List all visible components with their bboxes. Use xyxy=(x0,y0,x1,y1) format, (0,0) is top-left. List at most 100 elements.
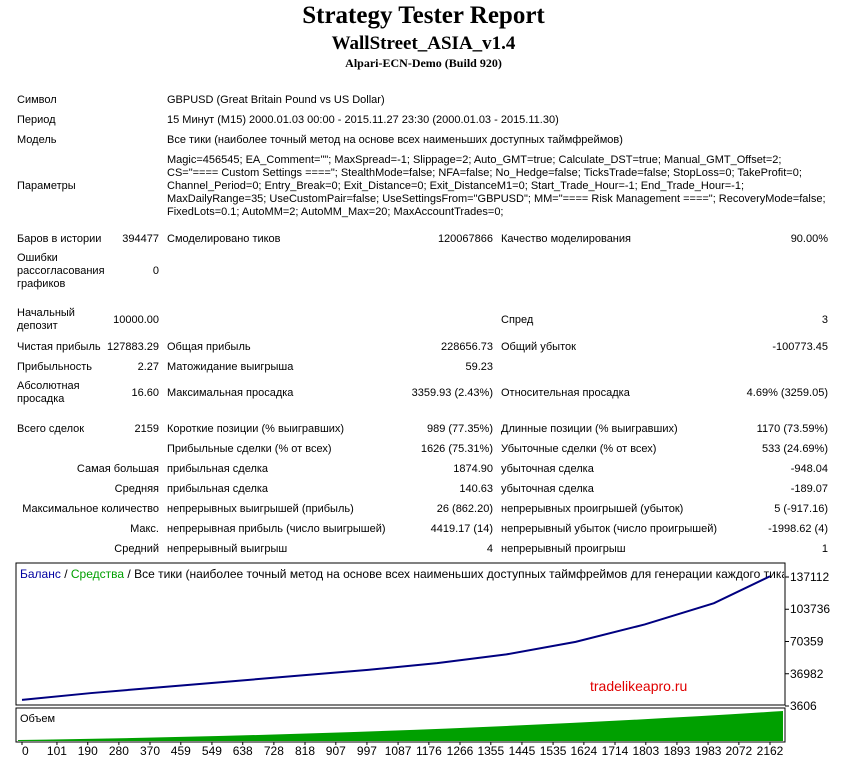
params-line: FixedLots=0.1; AutoMM=2; AutoMM_Max=20; … xyxy=(167,206,504,218)
watermark: tradelikeapro.ru xyxy=(590,678,687,694)
stats-row: Чистая прибыль 127883.29 Общая прибыль 2286… xyxy=(0,339,847,355)
stat-label: Общий убыток xyxy=(501,340,576,353)
stat-label: Спред xyxy=(501,313,534,326)
stats-row: Абсолютная просадка 16.60 Максимальная про… xyxy=(0,379,847,407)
stats-row: Средний непрерывный выигрыш 4 непрерывный п… xyxy=(0,541,847,557)
stats-row: Баров в истории 394477 Смоделировано тиков… xyxy=(0,231,847,247)
params-line: CS="==== Custom Settings ===="; StealthM… xyxy=(167,167,802,179)
info-label: Период xyxy=(17,113,56,126)
stats-row: Макс. непрерывная прибыль (число выигрыше… xyxy=(0,521,847,537)
stat-label: Максимальная просадка xyxy=(167,386,294,399)
stat-value: 120067866 xyxy=(437,232,493,245)
stat-value: 1626 (75.31%) xyxy=(420,442,493,455)
legend: Баланс / Средства / Все тики (наиболее т… xyxy=(20,567,792,581)
x-tick-label: 1535 xyxy=(540,744,567,758)
stat-label: непрерывная прибыль (число выигрышей) xyxy=(167,522,386,535)
x-tick-label: 1893 xyxy=(664,744,691,758)
x-tick-label: 728 xyxy=(264,744,284,758)
stat-value: -1998.62 (4) xyxy=(768,522,828,535)
stats-row: Максимальное количество непрерывных выигр… xyxy=(0,501,847,517)
stat-value: 26 (862.20) xyxy=(436,502,493,515)
params-line: Channel_Period=0; Entry_Break=0; Exit_Di… xyxy=(167,180,745,192)
stat-label: непрерывных проигрышей (убыток) xyxy=(501,502,684,515)
stat-value: 2.27 xyxy=(137,360,159,373)
stat-label: Абсолютная просадка xyxy=(17,380,80,405)
x-tick-label: 1176 xyxy=(416,744,442,758)
stat-value: 16.60 xyxy=(131,386,159,399)
stat-label: Начальный депозит xyxy=(17,307,75,332)
expert-name: WallStreet_ASIA_v1.4 xyxy=(331,33,516,54)
x-tick-label: 549 xyxy=(202,744,222,758)
params-line: Magic=456545; EA_Comment=""; MaxSpread=-… xyxy=(167,154,782,166)
x-tick-label: 1803 xyxy=(632,744,659,758)
params-label: Параметры xyxy=(17,179,76,192)
volume-label: Объем xyxy=(20,713,55,725)
stat-label: непрерывный убыток (число проигрышей) xyxy=(501,522,718,535)
x-tick-label: 101 xyxy=(47,744,67,758)
stat-label: убыточная сделка xyxy=(501,482,594,495)
stat-label: Общая прибыль xyxy=(167,340,251,353)
x-tick-label: 280 xyxy=(109,744,129,758)
stat-value: 989 (77.35%) xyxy=(426,422,493,435)
y-tick-label: 103736 xyxy=(790,602,830,616)
info-value: Все тики (наиболее точный метод на основ… xyxy=(167,133,623,146)
stat-value: 3 xyxy=(821,313,828,326)
stat-label: непрерывный проигрыш xyxy=(501,542,626,555)
x-tick-label: 1983 xyxy=(695,744,722,758)
info-label: Символ xyxy=(17,93,57,106)
params-line: MaxDailyRange=35; UseCustomPair=false; U… xyxy=(167,193,826,205)
stat-label: Матожидание выигрыша xyxy=(167,360,294,373)
stat-value: 1874.90 xyxy=(453,462,493,475)
stat-label: Макс. xyxy=(130,522,159,535)
stat-value: 1 xyxy=(821,542,828,555)
x-tick-label: 459 xyxy=(171,744,191,758)
stat-value: 3359.93 (2.43%) xyxy=(411,386,493,399)
stat-value: 90.00% xyxy=(790,232,828,245)
x-tick-label: 2072 xyxy=(726,744,753,758)
stat-value: 127883.29 xyxy=(107,340,159,353)
x-tick-label: 1624 xyxy=(571,744,598,758)
stat-value: 228656.73 xyxy=(441,340,493,353)
stat-label: Качество моделирования xyxy=(501,232,631,245)
stat-label: Самая большая xyxy=(76,462,159,475)
stat-value: 10000.00 xyxy=(113,313,159,326)
stat-label: Прибыльность xyxy=(17,360,92,373)
stat-value: 0 xyxy=(152,264,159,277)
stat-label: Короткие позиции (% выигравших) xyxy=(167,422,345,435)
stat-label: Смоделировано тиков xyxy=(167,232,281,245)
stat-value: 4419.17 (14) xyxy=(430,522,493,535)
stat-value: -948.04 xyxy=(790,462,828,475)
y-tick-label: 137112 xyxy=(790,570,829,584)
x-tick-label: 2162 xyxy=(757,744,784,758)
info-row: Период 15 Минут (M15) 2000.01.03 00:00 - … xyxy=(0,112,847,128)
stat-value: 140.63 xyxy=(459,482,493,495)
x-tick-label: 818 xyxy=(295,744,315,758)
stat-label: убыточная сделка xyxy=(501,462,594,475)
stats-row: Начальный депозит 10000.00 Спред 3 xyxy=(0,306,847,334)
stat-label: Ошибки рассогласования графиков xyxy=(17,251,105,290)
stat-label: непрерывных выигрышей (прибыль) xyxy=(167,502,354,515)
report-title: Strategy Tester Report xyxy=(302,2,545,29)
stat-value: 4.69% (3259.05) xyxy=(746,386,828,399)
stat-label: Чистая прибыль xyxy=(17,340,101,353)
stat-label: Баров в истории xyxy=(17,232,102,245)
server-name: Alpari-ECN-Demo (Build 920) xyxy=(345,56,502,70)
x-tick-label: 1266 xyxy=(447,744,474,758)
stat-label: Всего сделок xyxy=(17,422,85,435)
stat-label: Длинные позиции (% выигравших) xyxy=(501,422,678,435)
y-tick-label: 3606 xyxy=(790,699,817,713)
stat-value: 1170 (73.59%) xyxy=(756,422,828,435)
stat-label: Средняя xyxy=(114,482,159,495)
x-tick-label: 997 xyxy=(357,744,377,758)
balance-chart: Объем Баланс / Средства / Все тики (наиб… xyxy=(15,562,830,758)
stats-row: Самая большая прибыльная сделка 1874.90 убы… xyxy=(0,461,847,477)
info-label: Модель xyxy=(17,133,57,146)
chart-frame xyxy=(15,562,786,706)
x-tick-label: 907 xyxy=(326,744,346,758)
stats-row: Средняя прибыльная сделка 140.63 убыточная … xyxy=(0,481,847,497)
stat-value: -100773.45 xyxy=(772,340,828,353)
x-tick-label: 1087 xyxy=(385,744,412,758)
stat-value: 5 (-917.16) xyxy=(774,502,828,515)
stats-row: Прибыльность 2.27 Матожидание выигрыша 59.2… xyxy=(0,359,847,375)
